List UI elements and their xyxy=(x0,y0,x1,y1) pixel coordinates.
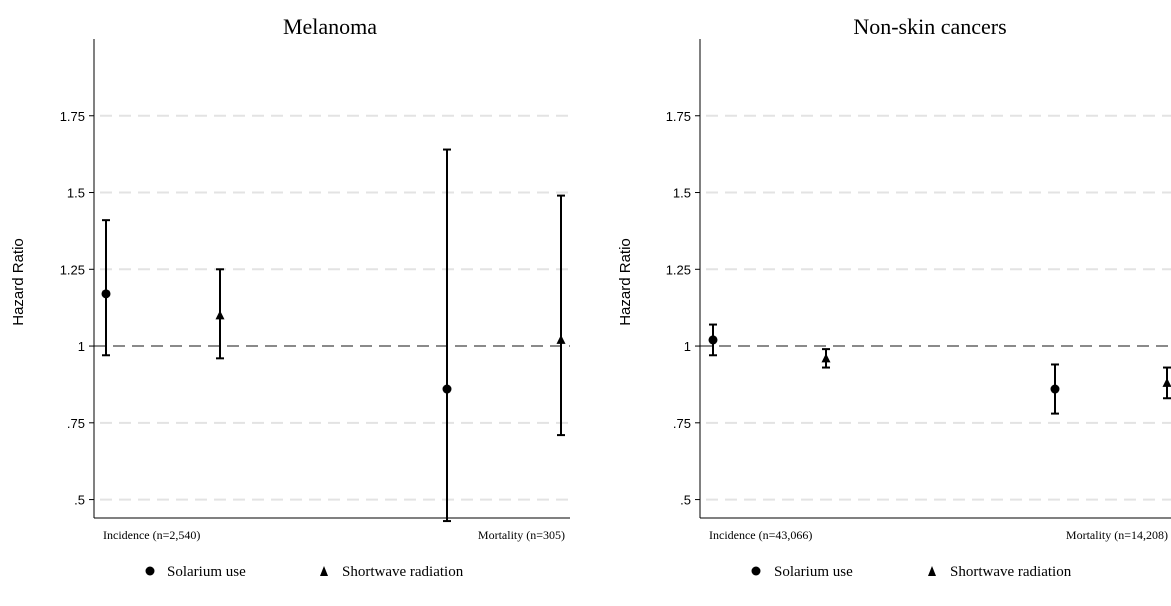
point-estimate-circle xyxy=(442,384,452,394)
legend-label: Shortwave radiation xyxy=(950,564,1072,580)
legend-circle-marker xyxy=(751,566,761,576)
data-marks xyxy=(708,323,1171,415)
legend: Solarium use Shortwave radiation xyxy=(145,564,464,580)
legend-label: Solarium use xyxy=(774,564,853,580)
point-estimate-triangle xyxy=(1162,377,1171,387)
y-tick-label: 1.75 xyxy=(666,109,691,124)
y-tick-label: 1 xyxy=(78,339,85,354)
point-estimate-circle xyxy=(101,289,111,299)
point-estimate-triangle xyxy=(821,353,831,363)
legend-label: Shortwave radiation xyxy=(342,564,464,580)
legend: Solarium use Shortwave radiation xyxy=(751,564,1072,580)
melanoma-panel: Melanoma Hazard Ratio .5.7511.251.51.75 … xyxy=(10,14,570,580)
y-tick-label: .75 xyxy=(67,416,85,431)
y-tick-label: .5 xyxy=(680,493,691,508)
point-estimate-triangle xyxy=(215,310,225,320)
x-category-label: Mortality (n=305) xyxy=(478,528,565,542)
y-tick-label: 1 xyxy=(684,339,691,354)
grid-lines xyxy=(706,114,1171,501)
y-axis-label: Hazard Ratio xyxy=(10,238,27,326)
y-tick-label: 1.75 xyxy=(60,109,85,124)
grid-lines xyxy=(100,114,570,501)
data-marks xyxy=(101,148,566,523)
y-tick-label: .75 xyxy=(673,416,691,431)
y-tick-label: 1.5 xyxy=(673,186,691,201)
point-estimate-circle xyxy=(708,335,718,345)
non-skin-cancers-panel: Non-skin cancers Hazard Ratio .5 .75 1 1.25… xyxy=(617,14,1171,580)
y-tick-labels: .5 .75 1 1.25 1.5 1.75 xyxy=(60,109,94,508)
x-category-label: Mortality (n=14,208) xyxy=(1066,528,1168,542)
point-estimate-triangle xyxy=(556,334,566,344)
x-category-label: Incidence (n=43,066) xyxy=(709,528,812,542)
legend-triangle-marker xyxy=(320,566,328,576)
chart-title: Melanoma xyxy=(283,14,377,39)
y-tick-label: .5 xyxy=(74,493,85,508)
legend-label: Solarium use xyxy=(167,564,246,580)
y-axis-label: Hazard Ratio xyxy=(617,238,634,326)
y-tick-label: 1.25 xyxy=(666,262,691,277)
y-tick-labels: .5 .75 1 1.25 1.5 1.75 xyxy=(666,109,700,508)
point-estimate-circle xyxy=(1050,384,1060,394)
legend-circle-marker xyxy=(145,566,155,576)
y-tick-label: 1.5 xyxy=(67,186,85,201)
legend-triangle-marker xyxy=(928,566,936,576)
x-category-label: Incidence (n=2,540) xyxy=(103,528,200,542)
chart-title: Non-skin cancers xyxy=(853,14,1006,39)
y-tick-label: 1.25 xyxy=(60,262,85,277)
